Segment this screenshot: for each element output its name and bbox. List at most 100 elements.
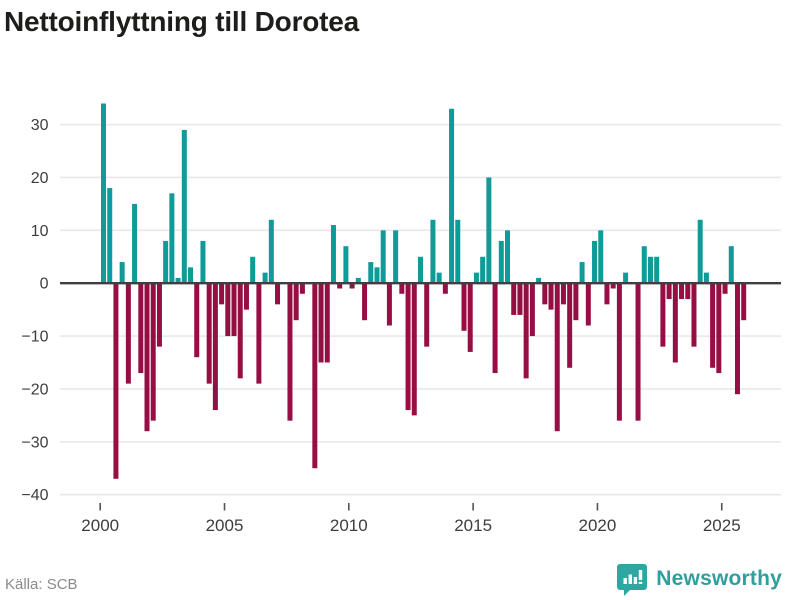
bar-2019-Q3 [585, 283, 591, 326]
bar-2025-Q1 [722, 283, 728, 294]
bar-2017-Q3 [536, 277, 542, 284]
bar-2005-Q3 [237, 283, 243, 379]
bar-2008-Q1 [299, 283, 305, 294]
bar-2021-Q3 [635, 283, 641, 421]
bar-2000-Q3 [113, 283, 119, 479]
bar-2023-Q1 [672, 283, 678, 363]
bar-2016-Q4 [517, 283, 523, 315]
bar-2005-Q2 [231, 283, 237, 337]
y-axis-label--20: −20 [21, 381, 48, 398]
bar-2000-Q1 [101, 103, 106, 284]
bar-2023-Q4 [691, 283, 697, 347]
y-axis-label-0: 0 [40, 276, 49, 293]
y-axis-label-30: 30 [31, 117, 49, 134]
bar-2008-Q4 [318, 283, 324, 363]
bar-2004-Q4 [219, 283, 225, 305]
bar-2018-Q1 [548, 283, 554, 310]
bar-2019-Q4 [592, 240, 598, 284]
bar-2014-Q4 [467, 283, 473, 352]
bar-2008-Q3 [312, 283, 318, 469]
bar-2000-Q4 [119, 262, 125, 284]
bar-2014-Q2 [455, 219, 461, 284]
x-axis-label-2000: 2000 [81, 516, 119, 535]
y-axis-label--40: −40 [21, 487, 48, 504]
bar-2002-Q1 [150, 283, 156, 421]
bar-2004-Q2 [206, 283, 212, 384]
bar-2018-Q3 [560, 283, 566, 305]
bar-2024-Q2 [703, 272, 709, 284]
bar-2025-Q3 [734, 283, 740, 395]
bar-2003-Q3 [188, 267, 194, 284]
bar-2002-Q4 [169, 193, 175, 284]
bar-2013-Q2 [430, 219, 436, 284]
chart-title: Nettoinflyttning till Dorotea [4, 6, 360, 37]
bar-2016-Q3 [511, 283, 517, 315]
bar-2013-Q3 [436, 272, 442, 284]
bar-2002-Q2 [156, 283, 162, 347]
bar-2000-Q2 [107, 188, 113, 284]
bar-2012-Q4 [417, 256, 423, 284]
bar-2015-Q1 [473, 272, 479, 284]
bar-2013-Q1 [424, 283, 430, 347]
bar-2012-Q1 [399, 283, 405, 294]
bar-2009-Q3 [337, 283, 343, 289]
bar-2025-Q4 [741, 283, 747, 321]
bar-2022-Q1 [647, 256, 653, 284]
x-axis-label-2010: 2010 [330, 516, 368, 535]
bar-2009-Q1 [324, 283, 330, 363]
bar-2010-Q1 [349, 283, 355, 289]
newsworthy-logo-text: Newsworthy [656, 567, 782, 590]
bar-2006-Q3 [262, 272, 268, 284]
bar-2020-Q4 [616, 283, 622, 421]
bar-2025-Q2 [728, 246, 734, 284]
y-axis-label--10: −10 [21, 329, 48, 346]
bar-2014-Q1 [449, 108, 455, 284]
bar-2009-Q4 [343, 246, 349, 284]
bar-2003-Q2 [181, 129, 187, 284]
bar-2017-Q1 [523, 283, 529, 379]
newsworthy-logo[interactable]: Newsworthy [616, 562, 782, 596]
bar-2019-Q2 [579, 262, 585, 284]
bar-2017-Q4 [542, 283, 548, 305]
bar-2006-Q4 [268, 219, 274, 284]
bar-2022-Q4 [666, 283, 672, 300]
bar-2023-Q2 [679, 283, 685, 300]
bar-2021-Q1 [623, 272, 629, 284]
bar-2020-Q3 [610, 283, 616, 289]
x-axis-label-2005: 2005 [206, 516, 244, 535]
bar-2013-Q4 [442, 283, 448, 294]
bar-2005-Q4 [243, 283, 249, 310]
bar-2018-Q2 [554, 283, 560, 432]
bar-2017-Q2 [529, 283, 535, 337]
bar-2014-Q3 [461, 283, 467, 331]
bar-2024-Q3 [710, 283, 716, 368]
x-axis-label-2020: 2020 [579, 516, 617, 535]
bar-2002-Q3 [163, 240, 169, 284]
bar-2016-Q2 [505, 230, 511, 284]
bar-2015-Q2 [480, 256, 486, 284]
bar-2010-Q4 [368, 262, 374, 284]
source-label: Källa: SCB [5, 576, 78, 593]
bar-2020-Q2 [604, 283, 610, 305]
bar-2010-Q2 [355, 277, 361, 284]
bar-2012-Q3 [411, 283, 417, 416]
bar-2019-Q1 [573, 283, 579, 321]
bar-2010-Q3 [362, 283, 368, 321]
bar-2011-Q1 [374, 267, 380, 284]
bar-2004-Q1 [200, 240, 206, 284]
bar-2011-Q3 [386, 283, 392, 326]
bar-2001-Q1 [125, 283, 131, 384]
bar-2015-Q4 [492, 283, 498, 374]
x-axis-label-2025: 2025 [703, 516, 741, 535]
bar-2007-Q3 [287, 283, 293, 421]
y-axis-label--30: −30 [21, 434, 48, 451]
bar-2004-Q3 [212, 283, 218, 411]
bar-2016-Q1 [498, 240, 504, 284]
bar-2022-Q2 [654, 256, 660, 284]
bar-2005-Q1 [225, 283, 231, 337]
bar-2015-Q3 [486, 177, 492, 284]
bar-2011-Q4 [393, 230, 399, 284]
bar-2001-Q3 [138, 283, 144, 374]
